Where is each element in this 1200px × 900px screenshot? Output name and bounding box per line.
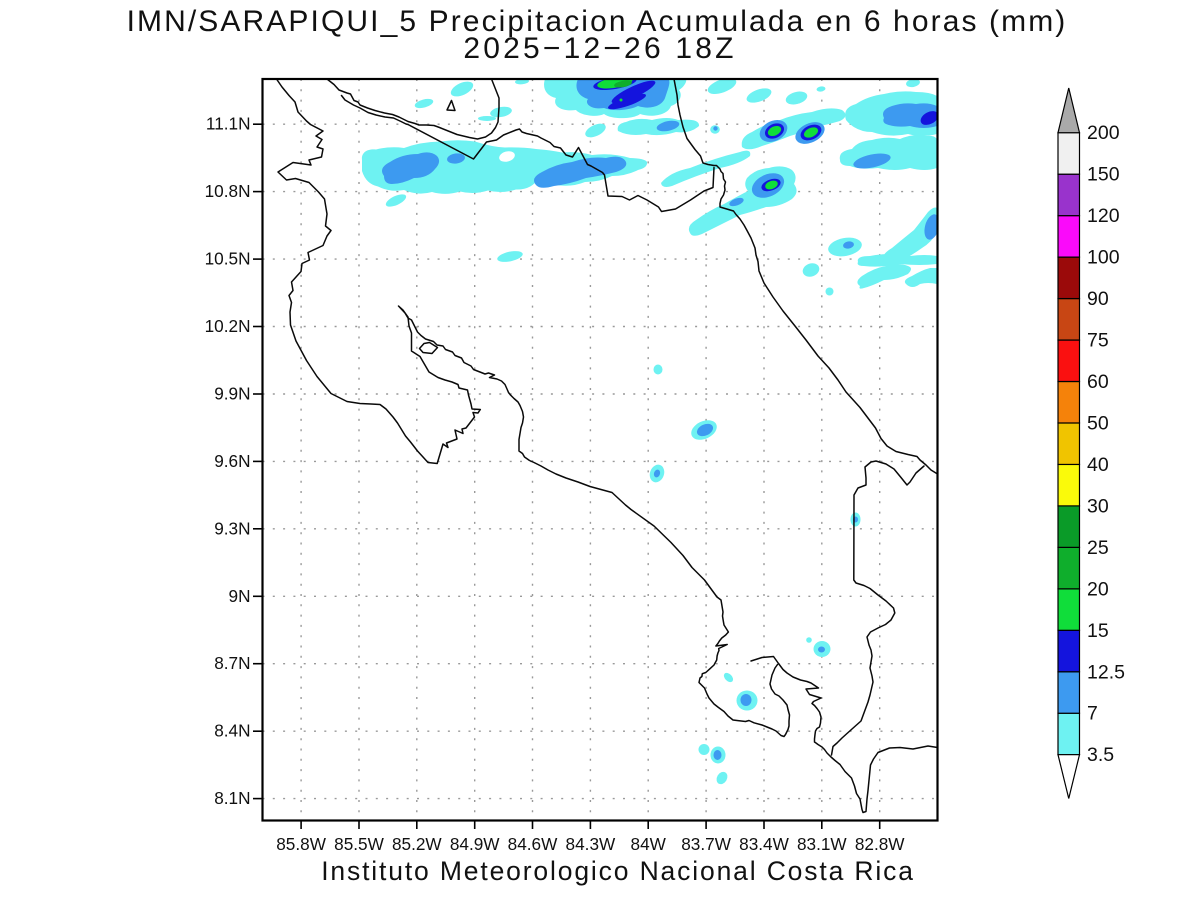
svg-text:30: 30 (1087, 495, 1109, 517)
svg-text:84W: 84W (631, 834, 667, 854)
svg-text:9.6N: 9.6N (214, 451, 250, 471)
svg-text:100: 100 (1087, 247, 1120, 269)
svg-text:25: 25 (1087, 537, 1109, 559)
svg-text:60: 60 (1087, 371, 1109, 393)
svg-text:15: 15 (1087, 620, 1109, 642)
svg-text:84.6W: 84.6W (508, 834, 558, 854)
svg-text:10.5N: 10.5N (205, 249, 251, 269)
svg-text:83.4W: 83.4W (739, 834, 789, 854)
svg-text:90: 90 (1087, 288, 1109, 310)
svg-text:10.8N: 10.8N (205, 181, 251, 201)
svg-text:50: 50 (1087, 413, 1109, 435)
svg-text:85.2W: 85.2W (392, 834, 442, 854)
svg-text:8.1N: 8.1N (214, 788, 250, 808)
svg-text:120: 120 (1087, 205, 1120, 227)
svg-text:2025−12−26 18Z: 2025−12−26 18Z (463, 32, 736, 65)
svg-text:85.8W: 85.8W (276, 834, 326, 854)
svg-text:85.5W: 85.5W (334, 834, 384, 854)
svg-text:9N: 9N (229, 586, 251, 606)
svg-text:150: 150 (1087, 164, 1120, 186)
svg-text:84.3W: 84.3W (566, 834, 616, 854)
svg-text:84.9W: 84.9W (450, 834, 500, 854)
svg-text:200: 200 (1087, 122, 1120, 144)
svg-text:8.7N: 8.7N (214, 653, 250, 673)
svg-text:20: 20 (1087, 578, 1109, 600)
svg-text:40: 40 (1087, 454, 1109, 476)
svg-text:82.8W: 82.8W (855, 834, 905, 854)
svg-text:9.9N: 9.9N (214, 384, 250, 404)
svg-text:83.1W: 83.1W (797, 834, 847, 854)
svg-text:3.5: 3.5 (1087, 744, 1114, 766)
svg-text:10.2N: 10.2N (205, 316, 251, 336)
svg-text:75: 75 (1087, 330, 1109, 352)
svg-text:Instituto Meteorologico Nacion: Instituto Meteorologico Nacional Costa R… (321, 856, 915, 886)
svg-text:9.3N: 9.3N (214, 518, 250, 538)
svg-text:8.4N: 8.4N (214, 721, 250, 741)
svg-text:IMN/SARAPIQUI_5 Precipitacion: IMN/SARAPIQUI_5 Precipitacion Acumulada … (127, 5, 1068, 38)
svg-text:7: 7 (1087, 703, 1098, 725)
svg-text:11.1N: 11.1N (206, 114, 251, 134)
svg-text:83.7W: 83.7W (681, 834, 731, 854)
svg-text:12.5: 12.5 (1087, 661, 1125, 683)
